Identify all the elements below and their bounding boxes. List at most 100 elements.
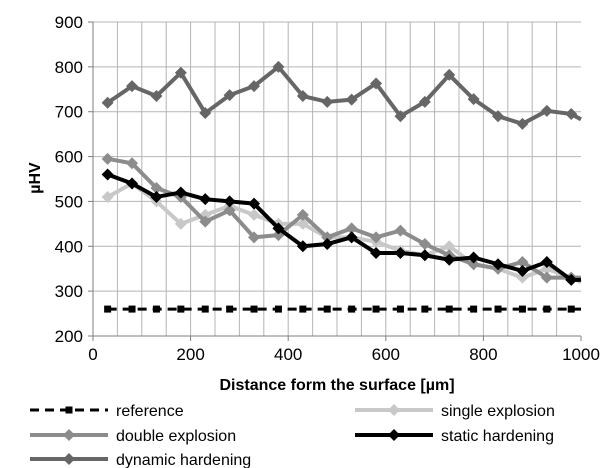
data-point (321, 95, 334, 108)
y-tick-label: 700 (55, 103, 83, 122)
data-point (443, 253, 456, 266)
data-point (467, 93, 480, 106)
data-point (223, 89, 236, 102)
y-tick-label: 200 (55, 327, 83, 346)
data-point (492, 258, 505, 271)
legend-label: reference (116, 403, 184, 420)
data-point (567, 305, 575, 313)
data-point (370, 231, 383, 244)
y-tick-label: 900 (55, 13, 83, 32)
data-point (443, 68, 456, 81)
grid (93, 21, 581, 336)
legend: reference single explosion double explosio… (30, 403, 555, 468)
legend-entry-single-explosion: single explosion (355, 403, 555, 420)
data-point (126, 177, 139, 190)
x-tick-label: 800 (469, 345, 497, 364)
data-point (467, 251, 480, 264)
series-lines (101, 60, 582, 313)
data-point (199, 107, 212, 120)
legend-label: single explosion (441, 403, 555, 420)
data-point (516, 255, 529, 268)
legend-marker (65, 406, 73, 414)
data-point (101, 152, 114, 165)
data-point (101, 168, 114, 181)
data-point (540, 104, 553, 117)
data-point (272, 60, 285, 73)
data-point (126, 157, 139, 170)
data-point (370, 77, 383, 90)
data-point (492, 110, 505, 123)
data-point (394, 224, 407, 237)
x-tick-label: 600 (372, 345, 400, 364)
x-tick-label: 400 (274, 345, 302, 364)
data-point (299, 305, 307, 313)
axes: 200 300 400 500 600 700 800 900 0 200 400 600 800 100… (55, 13, 600, 364)
data-point (201, 305, 209, 313)
data-point (394, 110, 407, 123)
data-point (540, 255, 553, 268)
data-point (296, 90, 309, 103)
legend-label: dynamic hardening (116, 452, 251, 468)
data-point (248, 231, 261, 244)
data-point (128, 305, 136, 313)
data-point (348, 305, 356, 313)
legend-entry-double-explosion: double explosion (30, 428, 236, 445)
data-point (370, 247, 383, 260)
legend-marker (388, 429, 400, 441)
data-point (467, 258, 480, 271)
series-line (107, 156, 581, 280)
data-point (250, 305, 258, 313)
data-point (394, 247, 407, 260)
y-tick-label: 800 (55, 58, 83, 77)
data-point (248, 208, 261, 221)
x-tick-label: 1000 (562, 345, 600, 364)
data-point (345, 222, 358, 235)
data-point (248, 197, 261, 210)
y-tick-label: 300 (55, 282, 83, 301)
legend-entry-dynamic-hardening: dynamic hardening (30, 452, 251, 468)
data-point (296, 208, 309, 221)
data-point (126, 80, 139, 93)
data-point (494, 305, 502, 313)
data-point (226, 305, 234, 313)
data-point (518, 305, 526, 313)
series-dynamic-hardening (101, 60, 582, 130)
data-point (543, 305, 551, 313)
legend-marker (388, 404, 400, 416)
legend-marker (63, 429, 75, 441)
data-point (199, 193, 212, 206)
series-static-hardening (101, 168, 581, 286)
data-point (396, 305, 404, 313)
legend-label: double explosion (116, 428, 236, 445)
legend-label: static hardening (441, 428, 554, 445)
data-point (174, 66, 187, 79)
data-point (372, 305, 380, 313)
data-point (274, 305, 282, 313)
data-point (445, 305, 453, 313)
data-point (540, 271, 553, 284)
data-point (323, 305, 331, 313)
data-point (150, 190, 163, 203)
data-point (101, 96, 114, 109)
data-point (516, 271, 529, 284)
data-point (152, 305, 160, 313)
data-point (223, 195, 236, 208)
data-point (516, 264, 529, 277)
legend-marker (63, 453, 75, 465)
y-axis-title: µHV (27, 162, 44, 194)
data-point (223, 204, 236, 217)
data-point (174, 186, 187, 199)
data-point (565, 107, 578, 120)
data-point (345, 231, 358, 244)
x-axis-title: Distance form the surface [µm] (219, 377, 454, 394)
data-point (272, 222, 285, 235)
y-tick-label: 400 (55, 237, 83, 256)
x-tick-label: 200 (176, 345, 204, 364)
data-point (321, 231, 334, 244)
data-point (150, 181, 163, 194)
data-point (418, 249, 431, 262)
data-point (150, 90, 163, 103)
data-point (321, 238, 334, 251)
legend-entry-static-hardening: static hardening (355, 428, 554, 445)
data-point (443, 240, 456, 253)
